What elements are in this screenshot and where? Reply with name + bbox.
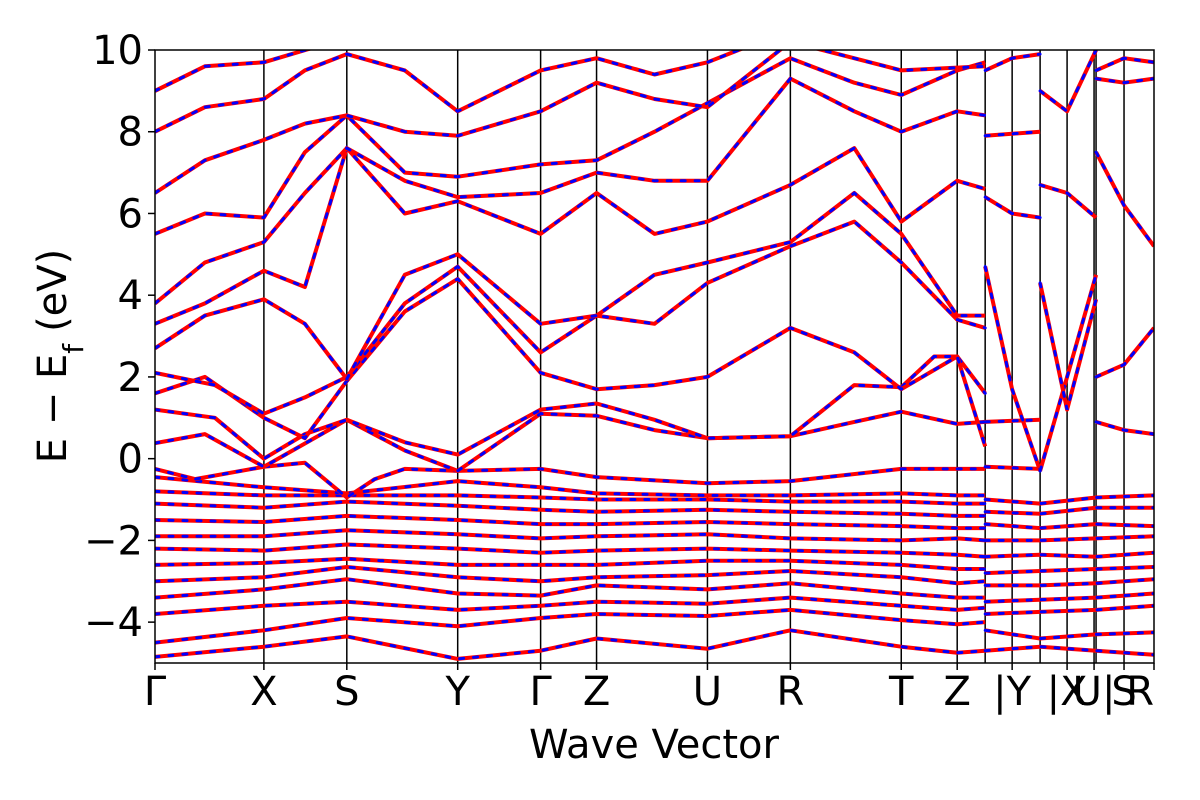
band-43-blue [983,551,1154,559]
band-37-blue [1094,77,1154,85]
band-5-red [155,556,986,571]
x-tick-label-7: R [776,669,804,715]
band-21-blue [155,50,987,195]
band-4-red [155,565,986,586]
x-tick-label-6: U [693,669,722,715]
x-tick-label-4: Γ [529,669,552,715]
band-26-blue [983,265,1042,473]
band-19-blue [155,76,987,305]
y-axis-label: E − Ef (eV) [30,249,90,464]
band-27-blue [983,195,1042,220]
band-32-blue [1038,183,1098,220]
band-6-red [155,542,986,559]
x-axis-ticks: Γ X S Y Γ Z U R T Z |Y |XU|SR [144,663,1155,715]
band-14-blue [155,355,987,461]
band-39-blue [983,493,1154,506]
band-16-blue [155,219,987,416]
band-13-blue [155,410,987,473]
x-tick-label-2: S [334,669,359,715]
band-17-blue [155,191,987,382]
band-40-blue [983,506,1154,516]
y-axis-label-subscript: f [57,343,90,354]
band-38-blue [1094,56,1154,72]
band-20-blue [155,56,987,236]
y-tick-label-6: 8 [118,110,143,156]
band-28-blue [983,130,1042,138]
band-33-red [1038,50,1098,114]
band-30-blue [1038,273,1098,473]
band-2-red [155,595,986,616]
band-34-blue [1094,420,1154,436]
y-axis-ticks: −4 −2 0 2 4 6 8 10 [84,28,155,646]
x-tick-label-11: |X [1047,669,1088,715]
band-7-red [155,528,986,543]
y-tick-label-4: 4 [118,273,143,319]
y-tick-label-3: 2 [118,355,143,401]
band-35-blue [1094,326,1154,379]
band-10-red [155,489,986,506]
y-axis-label-main: E − E [30,354,76,464]
x-tick-label-1: X [250,669,277,715]
band-1-red [155,607,986,645]
x-tick-label-8: T [888,669,914,715]
band-22-red [155,50,745,134]
y-tick-label-2: 0 [118,437,143,483]
band-23-blue [155,50,311,93]
x-tick-label-0: Γ [144,669,167,715]
y-tick-label-1: −2 [84,518,143,564]
band-18-blue [155,145,987,326]
band-49-blue [983,645,1154,657]
y-tick-label-7: 10 [92,28,143,74]
band-25-blue [983,418,1042,424]
x-tick-label-12: U| [1073,669,1116,715]
x-tick-label-3: Y [444,669,470,715]
band-36-blue [1094,150,1154,248]
band-31-blue [1038,281,1098,410]
band-44-blue [983,565,1154,575]
y-axis-label-unit: (eV) [30,249,76,332]
band-48-blue [983,628,1154,641]
band-8-red [155,513,986,531]
x-tick-label-10: |Y [993,669,1031,715]
x-axis-label: Wave Vector [529,722,780,768]
band-29-blue [983,52,1042,72]
x-tick-label-5: Z [583,669,610,715]
high-symmetry-lines [263,50,1125,663]
x-tick-label-14: R [1126,669,1154,715]
band-42-blue [983,534,1154,542]
band-45-blue [983,577,1154,587]
band-9-red [155,499,986,518]
band-lines [155,50,1154,661]
plot-frame [154,49,1155,664]
band-11-red [155,475,986,498]
x-tick-label-13: S [1111,669,1136,715]
band-41-blue [983,522,1154,530]
band-15-blue [155,276,987,448]
y-tick-label-0: −4 [84,600,143,646]
x-tick-label-9: Z [943,669,970,715]
band-47-blue [983,604,1154,616]
band-46-blue [983,592,1154,604]
band-24-blue [983,465,1042,471]
band-3-blue [155,577,987,600]
y-tick-label-5: 6 [118,191,143,237]
band-0-blue [155,628,987,661]
